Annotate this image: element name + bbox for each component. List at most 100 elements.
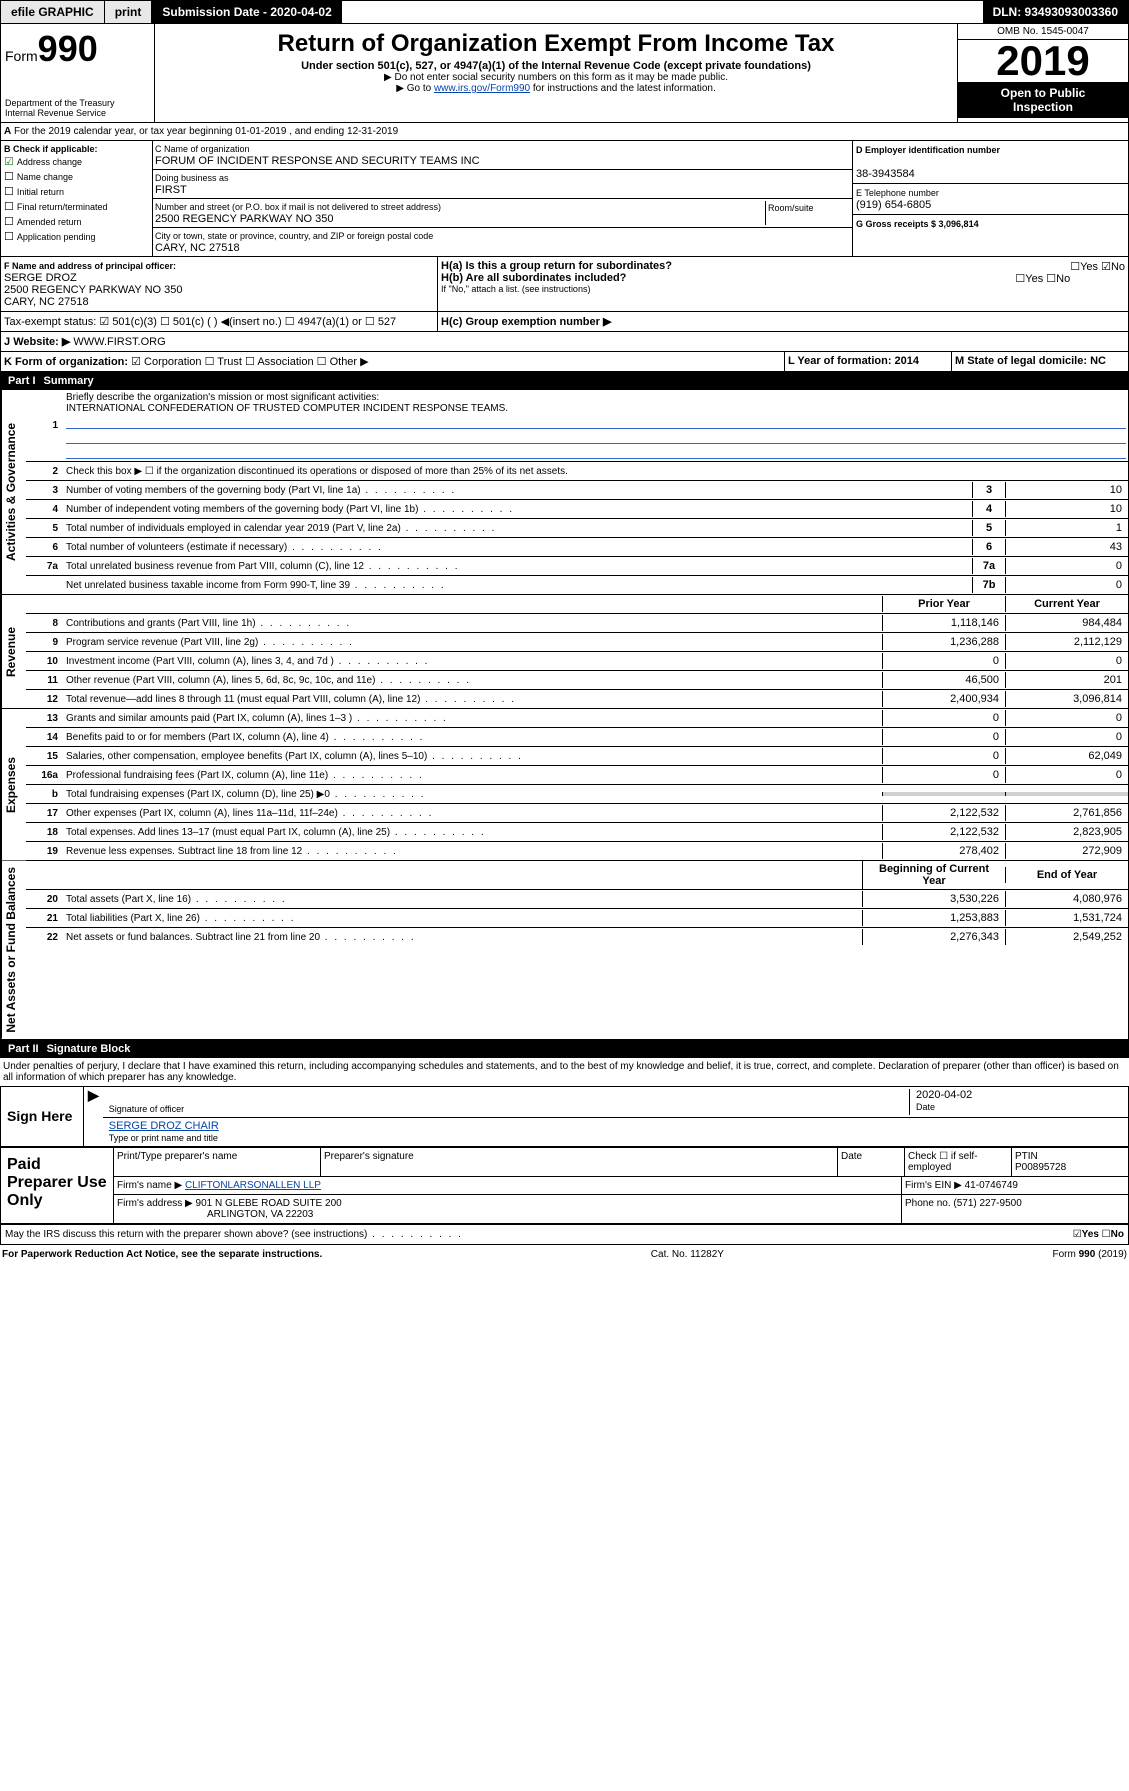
cat-no: Cat. No. 11282Y — [651, 1249, 724, 1260]
sign-here-label: Sign Here — [1, 1087, 84, 1146]
side-netassets: Net Assets or Fund Balances — [1, 861, 26, 1039]
dept-label: Department of the Treasury — [5, 98, 150, 108]
prior-val: 2,276,343 — [862, 929, 1005, 945]
prior-val: 0 — [882, 767, 1005, 783]
current-val: 984,484 — [1005, 615, 1128, 631]
h-c: H(c) Group exemption number ▶ — [441, 316, 611, 328]
pra-notice: For Paperwork Reduction Act Notice, see … — [2, 1249, 322, 1260]
print-button[interactable]: print — [105, 1, 153, 23]
website: WWW.FIRST.ORG — [73, 336, 165, 348]
prior-val: 278,402 — [882, 843, 1005, 859]
current-val: 272,909 — [1005, 843, 1128, 859]
firm-ein: 41-0746749 — [965, 1180, 1018, 1191]
prior-val — [882, 792, 1005, 796]
current-val: 0 — [1005, 729, 1128, 745]
current-val: 3,096,814 — [1005, 691, 1128, 707]
l5-val: 1 — [1005, 520, 1128, 536]
col-begin: Beginning of Current Year — [862, 861, 1005, 889]
part1-label: Part I — [8, 375, 44, 387]
ein: 38-3943584 — [856, 168, 915, 180]
current-val: 2,112,129 — [1005, 634, 1128, 650]
current-val: 62,049 — [1005, 748, 1128, 764]
l6-val: 43 — [1005, 539, 1128, 555]
chk-address-change[interactable]: Address change — [4, 154, 149, 169]
officer-name: SERGE DROZ — [4, 272, 77, 284]
sign-date: 2020-04-02 — [916, 1089, 972, 1101]
part1-title: Summary — [44, 375, 94, 387]
org-dba: FIRST — [155, 184, 187, 196]
efile-label: efile GRAPHIC — [1, 1, 105, 23]
line-a: A For the 2019 calendar year, or tax yea… — [1, 123, 1128, 140]
org-addr: 2500 REGENCY PARKWAY NO 350 — [155, 213, 334, 225]
side-expenses: Expenses — [1, 709, 26, 860]
current-val: 2,549,252 — [1005, 929, 1128, 945]
state-domicile: M State of legal domicile: NC — [955, 355, 1106, 367]
current-val: 201 — [1005, 672, 1128, 688]
part2-label: Part II — [8, 1043, 47, 1055]
chk-amended[interactable]: Amended return — [4, 214, 149, 229]
chk-final[interactable]: Final return/terminated — [4, 199, 149, 214]
prior-val: 0 — [882, 653, 1005, 669]
side-revenue: Revenue — [1, 595, 26, 708]
form-title: Return of Organization Exempt From Incom… — [159, 30, 953, 58]
irs-link[interactable]: www.irs.gov/Form990 — [434, 83, 530, 94]
form-id-block: Form990 Department of the Treasury Inter… — [1, 24, 155, 122]
h-b: H(b) Are all subordinates included? — [441, 272, 626, 284]
prior-val: 0 — [882, 748, 1005, 764]
firm-addr: 901 N GLEBE ROAD SUITE 200 — [196, 1198, 342, 1209]
col-prior: Prior Year — [882, 596, 1005, 612]
org-name: FORUM OF INCIDENT RESPONSE AND SECURITY … — [155, 155, 480, 167]
prior-val: 1,253,883 — [862, 910, 1005, 926]
submission-date: Submission Date - 2020-04-02 — [152, 1, 341, 23]
chk-initial[interactable]: Initial return — [4, 184, 149, 199]
dln-label: DLN: 93493093003360 — [983, 1, 1128, 23]
mission: INTERNATIONAL CONFEDERATION OF TRUSTED C… — [66, 403, 508, 414]
l7b-val: 0 — [1005, 577, 1128, 593]
current-val: 0 — [1005, 767, 1128, 783]
signer-name: SERGE DROZ CHAIR — [109, 1120, 219, 1132]
prior-val: 1,118,146 — [882, 615, 1005, 631]
current-val: 2,761,856 — [1005, 805, 1128, 821]
prior-val: 0 — [882, 710, 1005, 726]
tax-year: 2019 — [958, 40, 1128, 82]
ptin: P00895728 — [1015, 1162, 1066, 1173]
paid-preparer-label: Paid Preparer Use Only — [1, 1148, 114, 1223]
current-val: 0 — [1005, 710, 1128, 726]
org-city: CARY, NC 27518 — [155, 242, 240, 254]
prior-val: 0 — [882, 729, 1005, 745]
current-val: 1,531,724 — [1005, 910, 1128, 926]
line2: Check this box ▶ ☐ if the organization d… — [64, 464, 1128, 479]
l3-val: 10 — [1005, 482, 1128, 498]
irs-discuss: May the IRS discuss this return with the… — [5, 1229, 463, 1240]
perjury-text: Under penalties of perjury, I declare th… — [0, 1058, 1129, 1087]
prior-val: 2,400,934 — [882, 691, 1005, 707]
part2-title: Signature Block — [47, 1043, 131, 1055]
prior-val: 46,500 — [882, 672, 1005, 688]
firm-name: CLIFTONLARSONALLEN LLP — [185, 1180, 321, 1191]
irs-label: Internal Revenue Service — [5, 108, 150, 118]
h-a: H(a) Is this a group return for subordin… — [441, 260, 672, 272]
firm-phone: Phone no. (571) 227-9500 — [902, 1195, 1128, 1223]
tax-exempt-label: Tax-exempt status: — [4, 316, 96, 328]
year-formation: L Year of formation: 2014 — [788, 355, 919, 367]
current-val — [1005, 792, 1128, 796]
current-val: 0 — [1005, 653, 1128, 669]
phone: (919) 654-6805 — [856, 199, 931, 211]
gross-receipts: G Gross receipts $ 3,096,814 — [856, 219, 979, 229]
current-val: 4,080,976 — [1005, 891, 1128, 907]
form-footer: Form 990 (2019) — [1053, 1249, 1128, 1260]
side-governance: Activities & Governance — [1, 390, 26, 594]
col-end: End of Year — [1005, 867, 1128, 883]
form-note1: ▶ Do not enter social security numbers o… — [159, 72, 953, 83]
chk-pending[interactable]: Application pending — [4, 229, 149, 244]
current-val: 2,823,905 — [1005, 824, 1128, 840]
form-subtitle: Under section 501(c), 527, or 4947(a)(1)… — [159, 60, 953, 72]
l7a-val: 0 — [1005, 558, 1128, 574]
top-toolbar: efile GRAPHIC print Submission Date - 20… — [0, 0, 1129, 24]
chk-name-change[interactable]: Name change — [4, 169, 149, 184]
prior-val: 2,122,532 — [882, 805, 1005, 821]
l4-val: 10 — [1005, 501, 1128, 517]
prior-val: 1,236,288 — [882, 634, 1005, 650]
box-b: B Check if applicable: Address change Na… — [1, 141, 153, 256]
prior-val: 2,122,532 — [882, 824, 1005, 840]
